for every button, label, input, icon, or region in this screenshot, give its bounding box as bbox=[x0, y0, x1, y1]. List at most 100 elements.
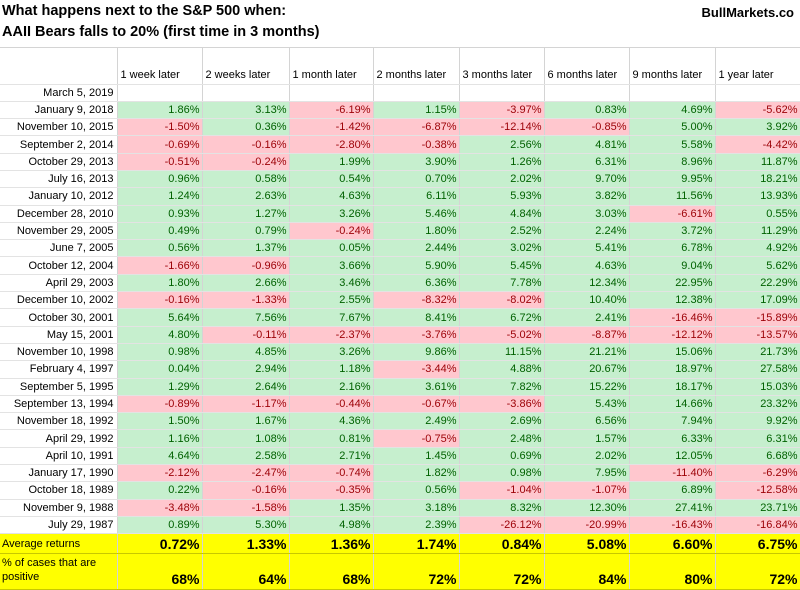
empty-cell bbox=[629, 84, 716, 102]
brand-label: BullMarkets.co bbox=[701, 5, 794, 20]
return-cell: 11.15% bbox=[459, 343, 545, 362]
return-cell: 1.99% bbox=[289, 153, 374, 171]
return-cell: 0.83% bbox=[544, 101, 630, 120]
return-cell: 8.41% bbox=[373, 308, 460, 327]
row-date: October 30, 2001 bbox=[0, 308, 118, 327]
return-cell: 0.79% bbox=[202, 222, 290, 241]
return-cell: -13.57% bbox=[715, 326, 800, 344]
return-cell: 0.81% bbox=[289, 429, 374, 448]
return-cell: 0.49% bbox=[117, 222, 203, 241]
return-cell: 4.63% bbox=[289, 187, 374, 206]
return-cell: 0.56% bbox=[373, 481, 460, 500]
positive-label: % of cases that are positive bbox=[0, 553, 118, 590]
return-cell: 2.41% bbox=[544, 308, 630, 327]
return-cell: 6.33% bbox=[629, 429, 716, 448]
row-date: October 18, 1989 bbox=[0, 481, 118, 500]
current-date: March 5, 2019 bbox=[0, 84, 118, 102]
return-cell: 0.55% bbox=[715, 205, 800, 223]
return-cell: 5.62% bbox=[715, 256, 800, 275]
return-cell: 2.71% bbox=[289, 447, 374, 466]
return-cell: 3.02% bbox=[459, 239, 545, 258]
positive-value: 72% bbox=[373, 553, 460, 590]
return-cell: 9.86% bbox=[373, 343, 460, 362]
return-cell: -0.16% bbox=[117, 291, 203, 310]
table-row: November 9, 1988 -3.48% -1.58% 1.35% 3.18% 8.… bbox=[0, 499, 800, 517]
empty-cell bbox=[715, 84, 800, 102]
return-cell: 3.82% bbox=[544, 187, 630, 206]
return-cell: -3.97% bbox=[459, 101, 545, 120]
return-cell: -0.16% bbox=[202, 135, 290, 154]
return-cell: -0.11% bbox=[202, 326, 290, 344]
return-cell: 4.88% bbox=[459, 360, 545, 379]
column-header: 2 months later bbox=[373, 48, 460, 85]
return-cell: 4.80% bbox=[117, 326, 203, 344]
table-row: November 29, 2005 0.49% 0.79% -0.24% 1.80% 2.… bbox=[0, 222, 800, 241]
column-header: 2 weeks later bbox=[202, 48, 290, 85]
return-cell: 1.35% bbox=[289, 499, 374, 517]
row-date: November 29, 2005 bbox=[0, 222, 118, 241]
return-cell: 14.66% bbox=[629, 395, 716, 414]
average-value: 5.08% bbox=[544, 533, 630, 555]
return-cell: 0.96% bbox=[117, 170, 203, 189]
return-cell: 5.00% bbox=[629, 118, 716, 137]
return-cell: 11.29% bbox=[715, 222, 800, 241]
return-cell: 22.95% bbox=[629, 274, 716, 293]
return-cell: 1.29% bbox=[117, 378, 203, 396]
return-cell: 1.15% bbox=[373, 101, 460, 120]
return-cell: 4.85% bbox=[202, 343, 290, 362]
return-cell: 3.66% bbox=[289, 256, 374, 275]
header-row: 1 week later 2 weeks later 1 month later… bbox=[0, 48, 800, 85]
average-value: 0.84% bbox=[459, 533, 545, 555]
return-cell: 4.81% bbox=[544, 135, 630, 154]
return-cell: 12.05% bbox=[629, 447, 716, 466]
positive-value: 80% bbox=[629, 553, 716, 590]
return-cell: 9.95% bbox=[629, 170, 716, 189]
return-cell: 10.40% bbox=[544, 291, 630, 310]
table-row: January 9, 2018 1.86% 3.13% -6.19% 1.15% -3.9… bbox=[0, 101, 800, 120]
row-date: September 2, 2014 bbox=[0, 135, 118, 154]
table-row: September 5, 1995 1.29% 2.64% 2.16% 3.61% 7.8… bbox=[0, 378, 800, 396]
return-cell: 21.21% bbox=[544, 343, 630, 362]
return-cell: 18.21% bbox=[715, 170, 800, 189]
return-cell: -1.42% bbox=[289, 118, 374, 137]
return-cell: 15.06% bbox=[629, 343, 716, 362]
row-date: November 18, 1992 bbox=[0, 412, 118, 431]
row-date: January 9, 2018 bbox=[0, 101, 118, 120]
return-cell: -6.29% bbox=[715, 464, 800, 483]
table-row: April 10, 1991 4.64% 2.58% 2.71% 1.45% 0.69% 2… bbox=[0, 447, 800, 466]
table-row: November 10, 2015 -1.50% 0.36% -1.42% -6.87%… bbox=[0, 118, 800, 137]
return-cell: -8.32% bbox=[373, 291, 460, 310]
empty-cell bbox=[544, 84, 630, 102]
positive-row: % of cases that are positive 68% 64% 68%… bbox=[0, 553, 800, 590]
current-date-row: March 5, 2019 bbox=[0, 84, 800, 102]
return-cell: -0.44% bbox=[289, 395, 374, 414]
return-cell: 2.56% bbox=[459, 135, 545, 154]
title-block: What happens next to the S&P 500 when: A… bbox=[0, 0, 800, 48]
return-cell: 0.69% bbox=[459, 447, 545, 466]
table-row: December 28, 2010 0.93% 1.27% 3.26% 5.46% 4.8… bbox=[0, 205, 800, 223]
positive-value: 72% bbox=[715, 553, 800, 590]
return-cell: -0.74% bbox=[289, 464, 374, 483]
average-value: 6.75% bbox=[715, 533, 800, 555]
column-header: 6 months later bbox=[544, 48, 630, 85]
return-cell: 4.92% bbox=[715, 239, 800, 258]
return-cell: 5.93% bbox=[459, 187, 545, 206]
return-cell: 2.02% bbox=[544, 447, 630, 466]
row-date: September 13, 1994 bbox=[0, 395, 118, 414]
return-cell: 6.72% bbox=[459, 308, 545, 327]
return-cell: -1.58% bbox=[202, 499, 290, 517]
return-cell: 5.64% bbox=[117, 308, 203, 327]
return-cell: 12.30% bbox=[544, 499, 630, 517]
average-row: Average returns 0.72% 1.33% 1.36% 1.74% … bbox=[0, 533, 800, 555]
return-cell: 3.26% bbox=[289, 343, 374, 362]
row-date: November 9, 1988 bbox=[0, 499, 118, 517]
return-cell: 1.37% bbox=[202, 239, 290, 258]
return-cell: 0.05% bbox=[289, 239, 374, 258]
positive-value: 84% bbox=[544, 553, 630, 590]
return-cell: 8.96% bbox=[629, 153, 716, 171]
return-cell: 1.57% bbox=[544, 429, 630, 448]
row-date: April 29, 2003 bbox=[0, 274, 118, 293]
return-cell: -11.40% bbox=[629, 464, 716, 483]
return-cell: 4.84% bbox=[459, 205, 545, 223]
return-cell: -0.51% bbox=[117, 153, 203, 171]
